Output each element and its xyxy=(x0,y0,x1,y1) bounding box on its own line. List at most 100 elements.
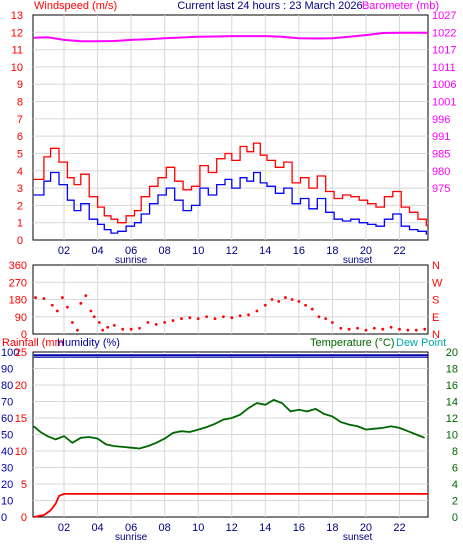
barometer-tick-label: 985 xyxy=(432,148,450,160)
humidity-tick-label: 100 xyxy=(1,347,19,359)
temperature-tick-label: 20 xyxy=(446,347,458,359)
time-tick-label: 04 xyxy=(91,245,103,257)
wind-direction-point xyxy=(112,323,116,327)
wind-direction-point xyxy=(196,317,200,321)
sunset-label: sunset xyxy=(343,255,373,266)
sunrise-label: sunrise xyxy=(115,532,148,542)
wind-direction-point xyxy=(97,321,101,324)
time-tick-label: 12 xyxy=(226,245,238,257)
wind-direction-point xyxy=(381,327,385,331)
windspeed-tick-label: 7 xyxy=(17,114,23,126)
temperature-tick-label: 4 xyxy=(452,479,458,491)
wind-direction-point xyxy=(277,300,281,303)
temperature-tick-label: 16 xyxy=(446,380,458,392)
rainfall-tick-label: 25 xyxy=(15,347,27,359)
direction-tick-label: 90 xyxy=(15,312,27,324)
wind-average-line xyxy=(33,171,427,235)
windspeed-tick-label: 9 xyxy=(17,79,23,91)
humidity-tick-label: 70 xyxy=(1,397,13,409)
wind-direction-point xyxy=(106,325,110,329)
wind-direction-point xyxy=(290,298,294,301)
wind-direction-point xyxy=(92,315,96,319)
wind-direction-point xyxy=(42,297,46,300)
wind-direction-point xyxy=(188,316,192,320)
rainfall-tick-label: 0 xyxy=(21,512,27,524)
rainfall-tick-label: 15 xyxy=(15,413,27,425)
humidity-tick-label: 30 xyxy=(1,463,13,475)
time-tick-label: 14 xyxy=(259,245,271,257)
wind-direction-point xyxy=(406,328,410,332)
wind-panel-frame xyxy=(32,14,429,241)
wind-direction-point xyxy=(263,303,267,307)
wind-direction-point xyxy=(101,328,105,332)
barometer-line xyxy=(33,31,428,43)
barometer-tick-label: 975 xyxy=(432,183,450,195)
rainfall-line xyxy=(33,493,428,518)
direction-tick-label: 180 xyxy=(9,295,27,307)
wind-direction-point xyxy=(423,327,427,331)
temperature-tick-label: 18 xyxy=(446,364,458,376)
temperature-tick-label: 2 xyxy=(452,496,458,508)
windspeed-tick-label: 3 xyxy=(17,183,23,195)
temperature-tick-label: 0 xyxy=(452,512,458,524)
time-tick-label: 20 xyxy=(360,522,372,534)
windspeed-tick-label: 10 xyxy=(11,62,23,74)
wind-direction-point xyxy=(34,296,37,299)
barometer-axis-label: Barometer (mb) xyxy=(362,0,439,12)
wind-direction-point xyxy=(163,321,167,324)
temperature-tick-label: 8 xyxy=(452,446,458,458)
windspeed-tick-label: 1 xyxy=(17,218,23,230)
rainfall-tick-label: 5 xyxy=(21,479,27,491)
humidity-tick-label: 50 xyxy=(1,430,13,442)
barometer-tick-label: 1027 xyxy=(432,10,456,22)
time-tick-label: 08 xyxy=(159,522,171,534)
time-tick-label: 22 xyxy=(393,522,405,534)
time-tick-label: 08 xyxy=(159,245,171,257)
wind-direction-point xyxy=(60,296,64,299)
wind-direction-point xyxy=(317,315,321,319)
windspeed-tick-label: 6 xyxy=(17,131,23,143)
windspeed-tick-label: 12 xyxy=(11,27,23,39)
sunset-label: sunset xyxy=(343,532,373,542)
humidity-axis-label: Humidity (%) xyxy=(57,337,120,349)
time-tick-label: 06 xyxy=(125,522,137,534)
time-tick-label: 06 xyxy=(125,245,137,257)
wind-direction-point xyxy=(65,305,69,309)
wind-direction-point xyxy=(324,317,328,321)
direction-tick-label: 360 xyxy=(9,260,27,272)
wind-direction-point xyxy=(284,296,287,299)
wind-direction-point xyxy=(347,327,351,331)
time-tick-label: 16 xyxy=(293,245,305,257)
temperature-axis-label: Temperature (°C) xyxy=(310,337,394,349)
compass-tick-label: S xyxy=(432,295,439,307)
wind-direction-point xyxy=(230,316,234,320)
windspeed-tick-label: 13 xyxy=(11,10,23,22)
time-tick-label: 18 xyxy=(326,245,338,257)
compass-tick-label: W xyxy=(432,277,443,289)
windspeed-tick-label: 2 xyxy=(17,200,23,212)
temperature-tick-label: 14 xyxy=(446,397,458,409)
rainfall-tick-label: 10 xyxy=(15,446,27,458)
rainfall-axis-label: Rainfall (mm xyxy=(2,337,64,349)
wind-direction-point xyxy=(339,326,343,330)
barometer-tick-label: 996 xyxy=(432,114,450,126)
windspeed-tick-label: 8 xyxy=(17,97,23,109)
compass-tick-label: E xyxy=(432,312,439,324)
windspeed-tick-label: 0 xyxy=(17,235,23,247)
wind-direction-point xyxy=(414,328,418,332)
time-tick-label: 02 xyxy=(58,522,70,534)
sunrise-label: sunrise xyxy=(115,255,148,266)
barometer-tick-label: 1017 xyxy=(432,45,456,57)
temperature-line xyxy=(33,398,425,450)
barometer-tick-label: 1001 xyxy=(432,97,456,109)
direction-tick-label: 270 xyxy=(9,277,27,289)
wind-direction-point xyxy=(213,317,217,321)
wind-direction-point xyxy=(79,301,83,305)
wind-direction-point xyxy=(129,327,133,331)
humidity-tick-label: 40 xyxy=(1,446,13,458)
barometer-tick-label: 1006 xyxy=(432,79,456,91)
direction-tick-label: 0 xyxy=(21,329,27,341)
